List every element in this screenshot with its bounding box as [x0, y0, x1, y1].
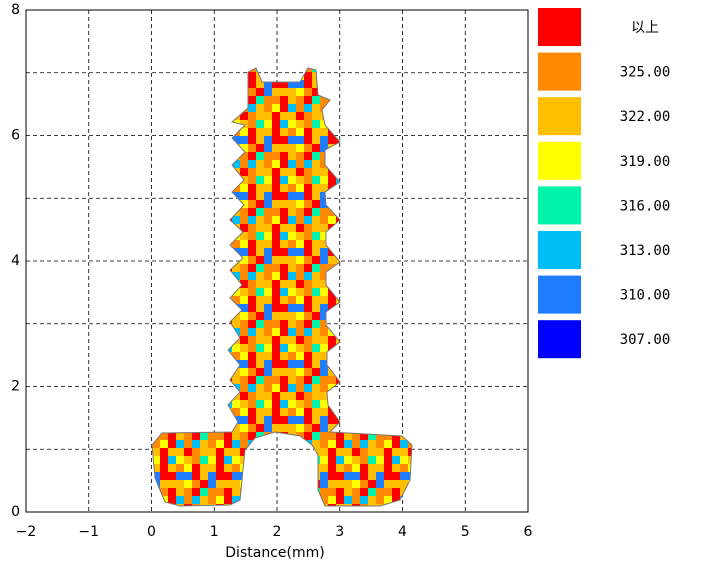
x-tick-label: 3 [335, 524, 344, 540]
x-tick-label: 0 [147, 524, 156, 540]
legend-label: 310.00 [620, 288, 671, 304]
legend-label: 以上 [631, 20, 659, 36]
x-tick-label: 2 [273, 524, 282, 540]
x-tick-label: −1 [78, 524, 99, 540]
legend-label: 325.00 [620, 65, 671, 81]
x-tick-label: −2 [16, 524, 37, 540]
legend-label: 319.00 [620, 154, 671, 170]
legend-swatch [538, 231, 581, 269]
y-tick-label: 8 [11, 2, 20, 18]
y-tick-label: 6 [11, 128, 20, 144]
legend-swatch [538, 186, 581, 225]
x-tick-label: 6 [524, 524, 533, 540]
legend-swatch [538, 141, 581, 180]
y-tick-label: 4 [11, 253, 20, 269]
legend-swatch [538, 97, 581, 136]
x-axis-label: Distance(mm) [225, 545, 324, 561]
y-tick-label: 2 [11, 379, 20, 395]
legend-swatch [538, 320, 581, 359]
y-tick-label: 0 [11, 504, 20, 520]
x-tick-label: 4 [398, 524, 407, 540]
legend-swatch [538, 52, 581, 91]
legend-swatch [538, 8, 581, 46]
x-tick-label: 1 [210, 524, 219, 540]
x-tick-label: 5 [461, 524, 470, 540]
legend-label: 307.00 [620, 332, 671, 348]
specimen-shape [151, 67, 413, 507]
legend-swatch [538, 275, 581, 314]
legend-label: 316.00 [620, 198, 671, 214]
legend-label: 322.00 [620, 109, 671, 125]
legend-label: 313.00 [620, 243, 671, 259]
